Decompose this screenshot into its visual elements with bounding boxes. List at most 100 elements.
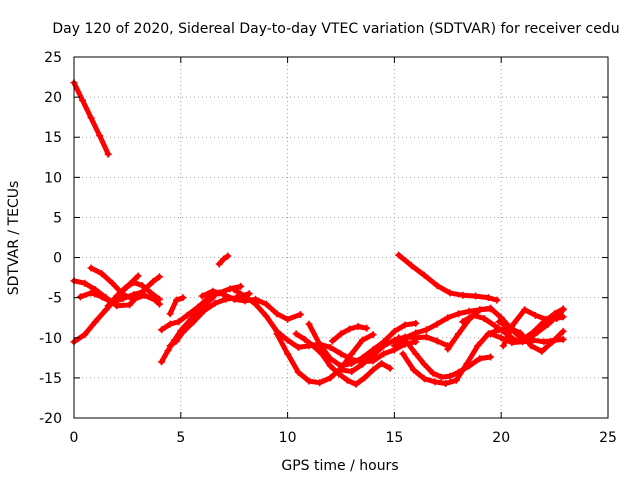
data-point: [119, 294, 127, 302]
data-point: [147, 289, 155, 297]
data-point: [262, 312, 270, 320]
data-point: [534, 328, 542, 336]
series-arc-17: [328, 323, 371, 345]
data-point: [454, 310, 462, 318]
data-point: [420, 375, 428, 383]
x-tick-label: 25: [599, 430, 617, 446]
data-point: [484, 294, 492, 302]
data-point: [190, 318, 198, 326]
data-point: [553, 315, 561, 323]
series-arc-27: [499, 306, 567, 350]
plot-frame: [73, 56, 609, 419]
data-point: [155, 295, 163, 303]
data-point: [346, 325, 354, 333]
data-point: [476, 306, 484, 314]
data-point: [138, 282, 146, 290]
series-arc-16: [305, 319, 420, 370]
data-point: [527, 342, 535, 350]
data-point: [326, 343, 334, 351]
x-tick-label: 15: [385, 430, 403, 446]
data-point: [198, 292, 206, 300]
data-point: [510, 319, 518, 327]
data-point: [354, 323, 362, 331]
data-series: [70, 79, 567, 388]
y-tick-label: -5: [48, 291, 62, 307]
data-point: [211, 299, 219, 307]
data-point: [104, 150, 112, 158]
data-point: [454, 330, 462, 338]
series-arc-18: [337, 333, 452, 375]
data-point: [358, 360, 366, 368]
data-point: [316, 379, 324, 387]
data-point: [429, 369, 437, 377]
x-tick-label: 0: [70, 430, 79, 446]
data-point: [559, 306, 567, 314]
data-point: [420, 360, 428, 368]
data-point: [433, 282, 441, 290]
data-point: [273, 330, 281, 338]
data-point: [230, 295, 238, 303]
data-point: [369, 351, 377, 359]
data-point: [102, 306, 110, 314]
data-point: [422, 326, 430, 334]
data-point: [412, 319, 420, 327]
data-point: [369, 366, 377, 374]
series-line: [293, 331, 393, 387]
data-point: [215, 260, 223, 268]
y-tick-label: 10: [44, 170, 62, 186]
data-point: [252, 300, 260, 308]
y-tick-label: -15: [39, 371, 62, 387]
data-point: [305, 377, 313, 385]
data-point: [390, 342, 398, 350]
data-point: [316, 340, 324, 348]
data-point: [378, 359, 386, 367]
data-point: [412, 350, 420, 358]
data-point: [487, 330, 495, 338]
data-point: [529, 336, 537, 344]
data-point: [358, 354, 366, 362]
data-point: [487, 304, 495, 312]
data-point: [437, 373, 445, 381]
data-point: [262, 300, 270, 308]
data-point: [173, 296, 181, 304]
data-point: [390, 327, 398, 335]
data-point: [305, 320, 313, 328]
data-point: [444, 345, 452, 353]
data-point: [87, 264, 95, 272]
data-point: [134, 272, 142, 280]
data-point: [422, 333, 430, 341]
y-tick-label: 5: [53, 210, 62, 226]
data-point: [516, 329, 524, 337]
y-tick-label: 20: [44, 90, 62, 106]
data-point: [335, 370, 343, 378]
data-point: [179, 328, 187, 336]
data-point: [463, 359, 471, 367]
data-point: [531, 311, 539, 319]
data-point: [245, 290, 253, 298]
y-tick-label: 0: [53, 251, 62, 267]
data-point: [497, 334, 505, 342]
axis-ticks: 0 5 10 15 20 25 -20 -15 -10 -5 0 5 10 15 20 25: [39, 50, 617, 446]
data-point: [401, 321, 409, 329]
data-point: [499, 342, 507, 350]
y-tick-label: -10: [39, 331, 62, 347]
data-point: [209, 287, 217, 295]
data-point: [493, 296, 501, 304]
data-point: [91, 318, 99, 326]
data-point: [138, 288, 146, 296]
x-tick-label: 5: [176, 430, 185, 446]
series-arc-12: [215, 252, 232, 268]
data-point: [363, 324, 371, 332]
data-point: [179, 294, 187, 302]
data-point: [538, 347, 546, 355]
data-point: [309, 342, 317, 350]
data-point: [164, 347, 172, 355]
data-point: [559, 335, 567, 343]
data-point: [113, 292, 121, 300]
data-point: [166, 310, 174, 318]
data-point: [284, 350, 292, 358]
data-point: [224, 252, 232, 260]
series-arc-19: [390, 305, 495, 350]
data-point: [407, 262, 415, 270]
y-axis-label: SDTVAR / TECUs: [6, 181, 22, 296]
